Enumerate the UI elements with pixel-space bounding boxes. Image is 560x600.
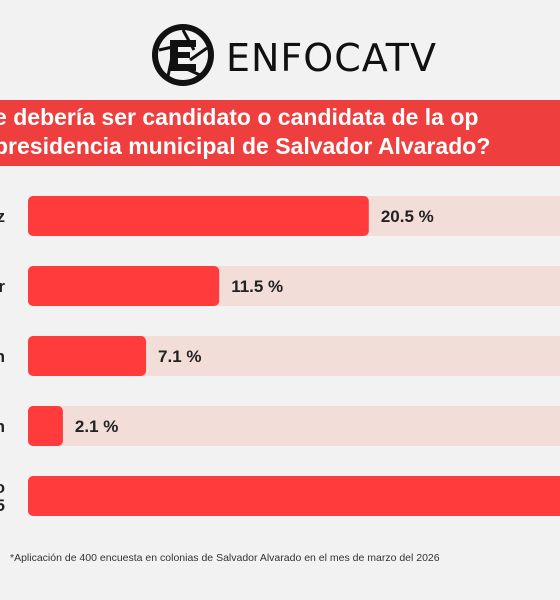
bar bbox=[28, 406, 63, 446]
value-label: 20.5 % bbox=[381, 207, 434, 226]
camera-aperture-logo-icon bbox=[152, 24, 214, 86]
value-label: 11.5 % bbox=[231, 277, 283, 296]
question-banner: ue debería ser candidato o candidata de … bbox=[0, 100, 560, 166]
category-label: z bbox=[0, 207, 5, 226]
bar-track bbox=[28, 406, 560, 446]
footnote: *Aplicación de 400 encuesta en colonias … bbox=[10, 552, 440, 564]
value-label: 2.1 % bbox=[75, 417, 118, 436]
brand-name: ENFOCATV bbox=[226, 36, 437, 80]
bar bbox=[28, 266, 220, 306]
category-label: r bbox=[0, 277, 5, 296]
brand-name-suffix: TV bbox=[385, 36, 437, 80]
category-label: n bbox=[0, 417, 5, 436]
bar bbox=[28, 476, 560, 516]
brand-name-prefix: ENFOCA bbox=[226, 36, 386, 80]
question-line-2: presidencia municipal de Salvador Alvara… bbox=[0, 133, 491, 159]
category-label: n bbox=[0, 347, 5, 366]
bar-chart: z 20.5 % r 11.5 % n 7.1 % n 2.1 % o5 bbox=[0, 196, 560, 516]
bar-track bbox=[28, 336, 560, 376]
bar bbox=[28, 336, 147, 376]
category-label: o5 bbox=[0, 478, 5, 515]
bar bbox=[28, 196, 369, 236]
question-line-1: ue debería ser candidato o candidata de … bbox=[0, 104, 479, 130]
value-label: 7.1 % bbox=[158, 347, 201, 366]
header: ENFOCATV bbox=[0, 0, 560, 96]
